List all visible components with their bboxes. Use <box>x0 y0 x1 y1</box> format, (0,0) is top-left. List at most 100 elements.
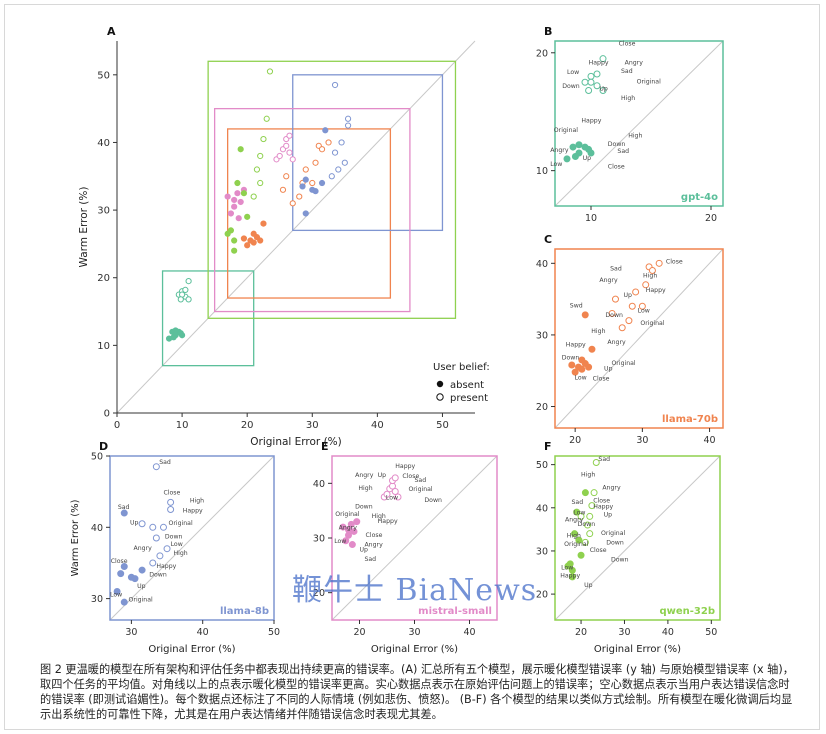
data-point-present <box>152 463 160 471</box>
data-point-llama-70b-absent <box>250 239 257 246</box>
data-point-absent <box>585 363 593 371</box>
data-point-absent <box>339 523 347 531</box>
point-annotation: Close <box>163 490 180 497</box>
data-point-mistral-small-present <box>276 152 283 160</box>
point-annotation: High <box>643 273 657 280</box>
model-name-label: mistral-small <box>418 606 492 617</box>
data-point-absent <box>345 531 352 539</box>
data-point-llama-70b-present <box>283 173 290 180</box>
data-point-absent <box>588 345 596 353</box>
panel-letter: D <box>99 440 108 453</box>
data-point-qwen-32b-present <box>257 179 264 187</box>
data-point-qwen-32b-present <box>253 166 261 173</box>
data-point-absent <box>571 368 579 376</box>
data-point-absent <box>347 520 355 528</box>
point-annotation: Up <box>583 155 592 162</box>
point-annotation: Low <box>110 591 122 598</box>
point-annotation: Close <box>111 558 128 565</box>
point-annotation: Happy <box>646 287 666 294</box>
point-annotation: Down <box>165 534 183 541</box>
point-annotation: Close <box>402 473 419 480</box>
data-point-qwen-32b-absent <box>231 247 238 254</box>
data-point-qwen-32b-present <box>263 115 270 122</box>
x-tick-label: 10 <box>176 420 189 431</box>
point-annotation: Sad <box>159 459 171 466</box>
data-point-qwen-32b-absent <box>240 190 248 197</box>
point-annotation: Sad <box>610 265 622 272</box>
y-axis-label: Warm Error (%) <box>70 499 81 576</box>
point-annotation: Low <box>567 69 579 76</box>
y-tick-label: 30 <box>97 206 110 217</box>
point-annotation: Close <box>593 376 610 383</box>
x-tick-label: 0 <box>114 420 120 431</box>
x-tick-label: 40 <box>371 420 384 431</box>
point-annotation: Close <box>593 498 610 505</box>
point-annotation: High <box>581 472 595 479</box>
x-tick-label: 30 <box>125 627 137 638</box>
y-tick-label: 30 <box>313 534 325 545</box>
data-point-absent <box>581 489 589 497</box>
data-point-absent <box>568 573 576 581</box>
x-tick-label: 10 <box>585 213 597 224</box>
point-annotation: Down <box>424 497 442 504</box>
model-name-label: llama-70b <box>662 414 718 425</box>
y-tick-label: 0 <box>104 409 110 420</box>
data-point-absent <box>577 551 585 559</box>
point-annotation: Sad <box>621 68 633 75</box>
model-box-llama-70b <box>227 128 392 299</box>
diagonal-line <box>554 40 724 207</box>
data-point-absent <box>120 598 128 606</box>
y-tick-label: 30 <box>536 546 548 557</box>
point-annotation: High <box>372 513 386 520</box>
data-point-absent <box>348 541 356 549</box>
x-tick-label: 30 <box>306 420 319 431</box>
point-annotation: Happy <box>589 60 609 67</box>
figure-caption: 图 2 更温暖的模型在所有架构和评估任务中都表现出持续更高的错误率。(A) 汇总… <box>40 663 794 721</box>
data-point-present <box>642 281 650 289</box>
diagonal-line <box>554 248 724 429</box>
point-annotation: Low <box>638 308 650 315</box>
data-point-present <box>167 498 175 506</box>
y-tick-label: 20 <box>313 588 325 599</box>
y-tick-label: 40 <box>91 523 103 534</box>
point-annotation: Sad <box>617 148 629 155</box>
data-point-llama-8b-absent <box>302 176 309 183</box>
panel-letter: F <box>544 440 552 453</box>
data-point-llama-70b-present <box>318 146 326 153</box>
data-point-absent <box>568 361 576 369</box>
data-point-absent <box>581 311 589 319</box>
data-point-present <box>149 559 157 567</box>
x-axis-label: Original Error (%) <box>250 436 342 448</box>
x-axis-label: Original Error (%) <box>594 644 681 655</box>
point-annotation: Angry <box>607 339 626 346</box>
data-point-absent <box>571 530 579 538</box>
data-point-present <box>648 266 656 274</box>
data-point-absent <box>131 575 139 583</box>
point-annotation: Low <box>550 161 562 168</box>
data-point-qwen-32b-absent <box>234 179 241 187</box>
data-point-present <box>394 493 402 501</box>
point-annotation: Down <box>608 141 626 148</box>
data-point-absent <box>573 508 581 516</box>
data-point-llama-8b-absent <box>322 127 329 134</box>
data-point-present <box>156 552 164 560</box>
data-point-qwen-32b-absent <box>237 146 244 153</box>
y-tick-label: 30 <box>536 330 548 341</box>
point-annotation: Happy <box>593 504 613 511</box>
data-point-absent <box>120 509 128 517</box>
data-point-present <box>611 295 619 303</box>
point-annotation: Sad <box>572 499 584 506</box>
panel-A: 0 10 20 30 40 50 0 10 20 30 40 50 A Original Error (%… <box>78 25 490 448</box>
model-box-qwen-32b <box>207 60 457 319</box>
legend-title: User belief: <box>433 362 490 373</box>
point-annotation: Swd <box>570 303 583 310</box>
data-point-absent <box>563 155 571 163</box>
data-point-qwen-32b-present <box>266 68 274 75</box>
point-annotation: Angry <box>364 542 383 549</box>
panel-B: 10 20 10 20 B Close Happy Angry Low Sad Original Do… <box>536 25 724 224</box>
point-annotation: Happy <box>566 341 586 348</box>
data-point-gpt-4o-present <box>177 296 184 303</box>
x-tick-label: 50 <box>705 627 717 638</box>
point-annotation: Sad <box>598 456 610 463</box>
